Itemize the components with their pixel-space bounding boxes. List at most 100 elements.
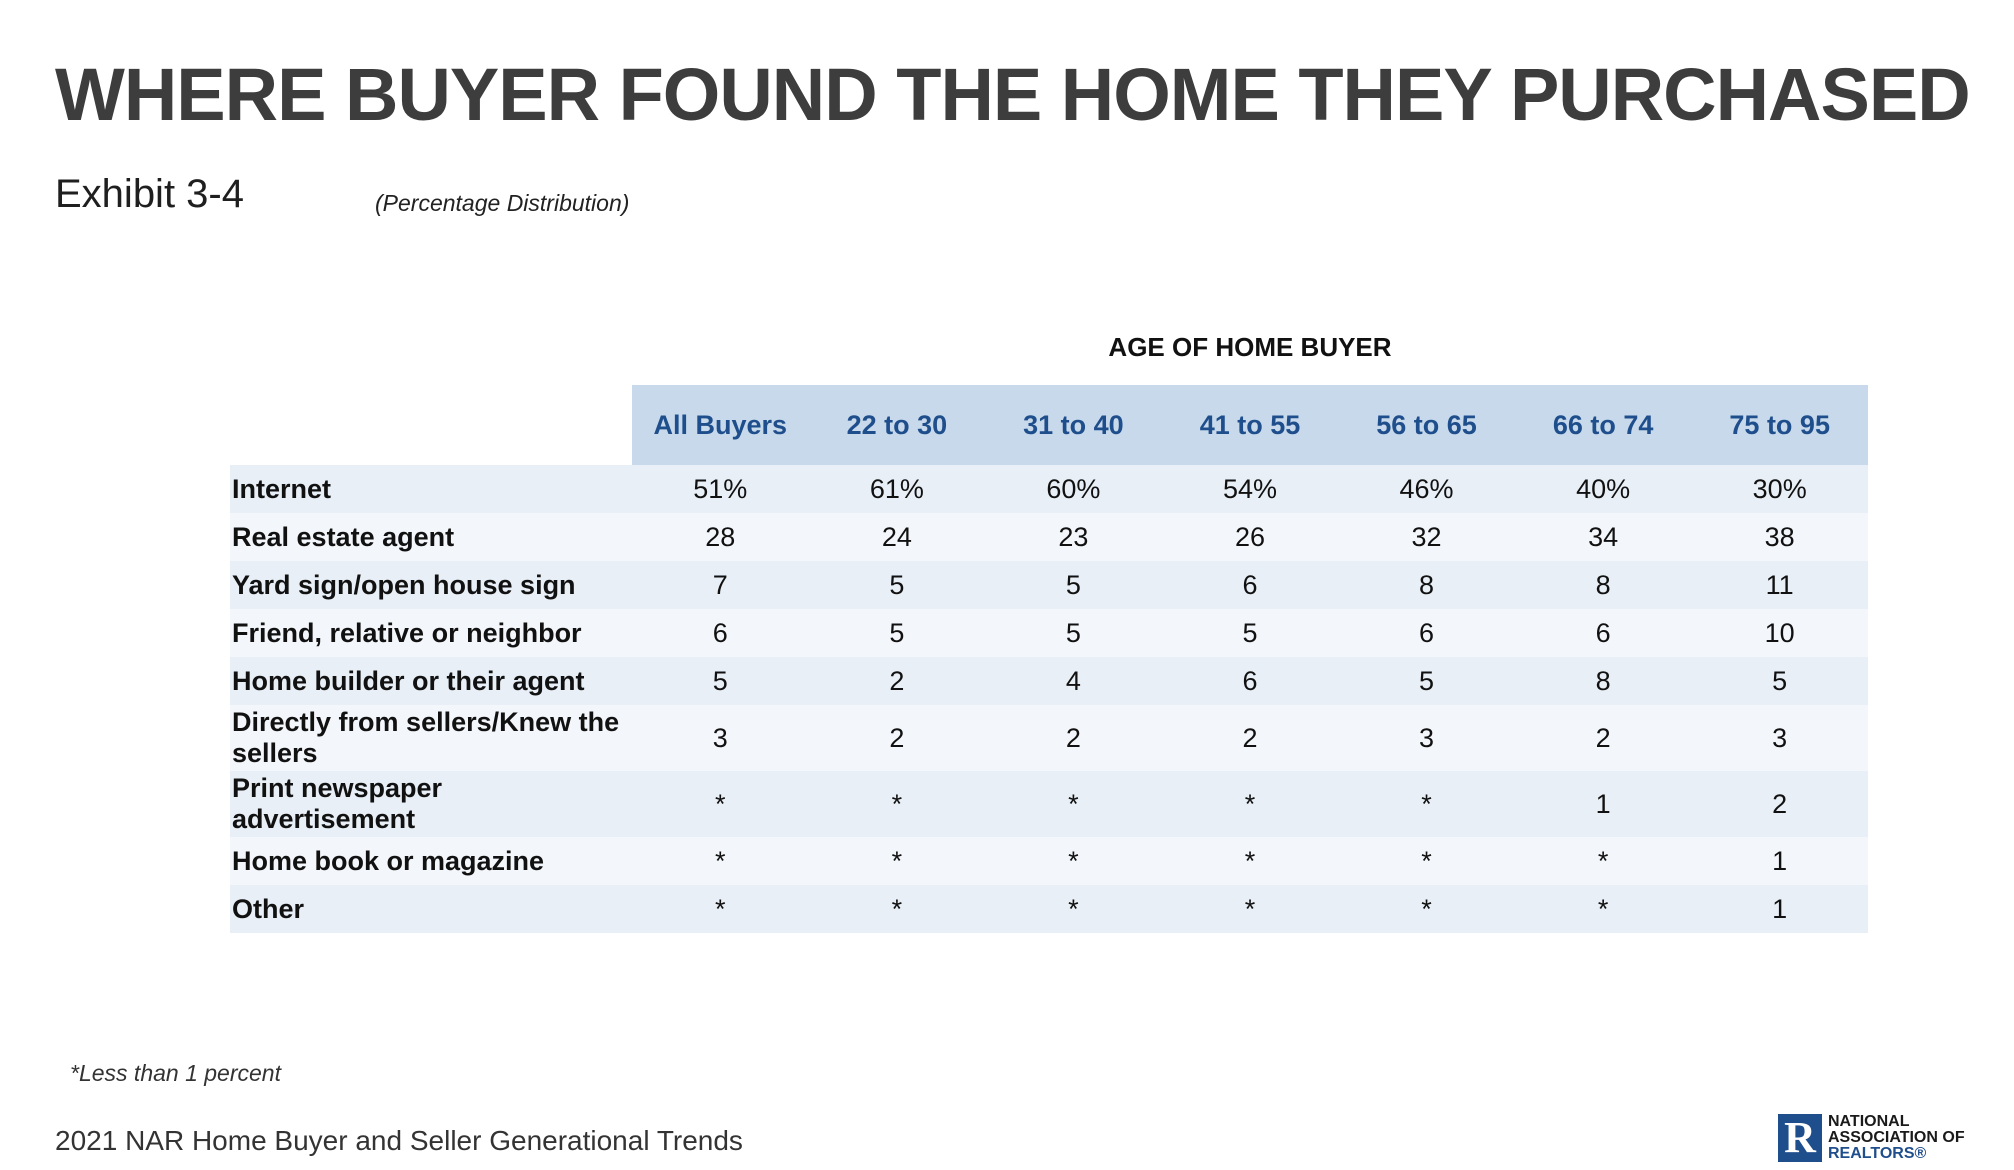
column-header: 31 to 40 (985, 385, 1162, 465)
table-cell: * (632, 885, 809, 933)
logo-text: NATIONAL ASSOCIATION OF REALTORS® (1828, 1114, 1965, 1162)
table-cell: 60% (985, 465, 1162, 513)
source-label: 2021 NAR Home Buyer and Seller Generatio… (55, 1125, 743, 1156)
row-label: Friend, relative or neighbor (230, 609, 632, 657)
table-cell: * (1338, 837, 1515, 885)
table-row: Directly from sellers/Knew the sellers 3 2… (230, 705, 1868, 771)
table-cell: * (1514, 837, 1692, 885)
table-cell: * (1338, 771, 1515, 837)
row-label: Home book or magazine (230, 837, 632, 885)
header-blank-cell (230, 385, 632, 465)
logo-line: REALTORS® (1828, 1145, 1927, 1162)
table-cell: 51% (632, 465, 809, 513)
table-row: Friend, relative or neighbor 6 5 5 5 6 6 10 (230, 609, 1868, 657)
table-cell: * (808, 771, 986, 837)
table-cell: 2 (808, 705, 986, 771)
table-cell: 2 (1514, 705, 1692, 771)
table-cell: 5 (985, 609, 1162, 657)
table-cell: 5 (985, 561, 1162, 609)
column-header: 75 to 95 (1691, 385, 1868, 465)
logo-line: NATIONAL (1828, 1113, 1910, 1130)
table-cell: 40% (1514, 465, 1692, 513)
row-label: Directly from sellers/Knew the sellers (230, 705, 632, 771)
table-cell: * (985, 885, 1162, 933)
row-label: Real estate agent (230, 513, 632, 561)
table-row: Other * * * * * * 1 (230, 885, 1868, 933)
footnote: *Less than 1 percent (70, 1060, 281, 1086)
table-cell: 10 (1691, 609, 1868, 657)
table-header-row: All Buyers 22 to 30 31 to 40 41 to 55 56… (230, 385, 1868, 465)
table-cell: 5 (1161, 609, 1339, 657)
table-cell: 24 (808, 513, 986, 561)
table-cell: 6 (1161, 657, 1339, 705)
column-header: All Buyers (632, 385, 809, 465)
row-label: Internet (230, 465, 632, 513)
row-label: Other (230, 885, 632, 933)
table-cell: 38 (1691, 513, 1868, 561)
table-cell: 6 (1338, 609, 1515, 657)
table-row: Home builder or their agent 5 2 4 6 5 8 5 (230, 657, 1868, 705)
table-cell: 5 (632, 657, 809, 705)
table-cell: 32 (1338, 513, 1515, 561)
table-cell: 3 (1691, 705, 1868, 771)
column-header: 66 to 74 (1514, 385, 1692, 465)
table-cell: 2 (1161, 705, 1339, 771)
realtor-r-icon: R (1778, 1114, 1822, 1162)
table-row: Internet 51% 61% 60% 54% 46% 40% 30% (230, 465, 1868, 513)
table-cell: * (1161, 885, 1339, 933)
logo-line: ASSOCIATION OF (1828, 1129, 1965, 1146)
data-table: All Buyers 22 to 30 31 to 40 41 to 55 56… (230, 385, 1868, 933)
row-label: Home builder or their agent (230, 657, 632, 705)
table-cell: * (1338, 885, 1515, 933)
table-cell: 4 (985, 657, 1162, 705)
column-header: 22 to 30 (808, 385, 986, 465)
table-cell: * (1161, 837, 1339, 885)
table-cell: 1 (1691, 837, 1868, 885)
table-row: Real estate agent 28 24 23 26 32 34 38 (230, 513, 1868, 561)
table-cell: 2 (808, 657, 986, 705)
table-cell: 2 (985, 705, 1162, 771)
table-cell: 61% (808, 465, 986, 513)
table-cell: 6 (632, 609, 809, 657)
table-cell: 5 (808, 561, 986, 609)
row-label: Print newspaper advertisement (230, 771, 632, 837)
column-header: 56 to 65 (1338, 385, 1515, 465)
table-cell: 5 (808, 609, 986, 657)
table-cell: 6 (1514, 609, 1692, 657)
table-row: Yard sign/open house sign 7 5 5 6 8 8 11 (230, 561, 1868, 609)
row-label: Yard sign/open house sign (230, 561, 632, 609)
table-cell: 2 (1691, 771, 1868, 837)
table-cell: 8 (1514, 561, 1692, 609)
table-cell: * (808, 837, 986, 885)
table-cell: 6 (1161, 561, 1339, 609)
table-row: Home book or magazine * * * * * * 1 (230, 837, 1868, 885)
table-cell: 28 (632, 513, 809, 561)
page-title: WHERE BUYER FOUND THE HOME THEY PURCHASE… (55, 53, 1971, 136)
age-group-header: AGE OF HOME BUYER (1108, 332, 1392, 362)
table-cell: 3 (1338, 705, 1515, 771)
table-cell: 11 (1691, 561, 1868, 609)
table-cell: * (1514, 885, 1692, 933)
table-cell: * (632, 771, 809, 837)
table-cell: 46% (1338, 465, 1515, 513)
table-cell: 23 (985, 513, 1162, 561)
logo-letter: R (1784, 1113, 1816, 1162)
table-cell: 1 (1691, 885, 1868, 933)
table-cell: * (1161, 771, 1339, 837)
table-cell: 8 (1514, 657, 1692, 705)
subtitle: (Percentage Distribution) (375, 190, 630, 216)
table-cell: * (985, 771, 1162, 837)
table-cell: * (985, 837, 1162, 885)
table-cell: 26 (1161, 513, 1339, 561)
table-row: Print newspaper advertisement * * * * * 1 2 (230, 771, 1868, 837)
table-cell: 30% (1691, 465, 1868, 513)
column-header: 41 to 55 (1161, 385, 1339, 465)
table-cell: 7 (632, 561, 809, 609)
table-cell: 1 (1514, 771, 1692, 837)
table-cell: 8 (1338, 561, 1515, 609)
nar-logo: R NATIONAL ASSOCIATION OF REALTORS® (1778, 1114, 1965, 1162)
table-cell: * (632, 837, 809, 885)
table-cell: * (808, 885, 986, 933)
table-cell: 3 (632, 705, 809, 771)
table-cell: 5 (1691, 657, 1868, 705)
